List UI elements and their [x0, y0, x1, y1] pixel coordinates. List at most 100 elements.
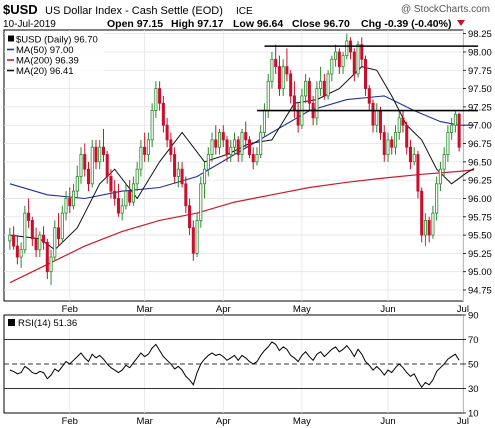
candle-body	[124, 190, 128, 207]
candle-body	[15, 245, 19, 258]
candle-body	[375, 110, 379, 126]
price-axis: 98.25 98.00 97.75 97.50 97.25 97.00 96.75 96.50…	[463, 29, 492, 297]
candle-body	[262, 110, 266, 133]
candle-body	[378, 110, 383, 133]
candle-body	[453, 113, 457, 126]
candle-body	[281, 66, 285, 89]
legend-label: MA(20) 96.41	[16, 66, 74, 77]
rsi-month-tick-label: Jul	[457, 416, 469, 427]
candle-body	[165, 124, 169, 141]
candle-body	[131, 183, 135, 203]
candle-body	[191, 227, 195, 254]
candle-body	[229, 146, 233, 155]
month-tick-label: Jun	[380, 304, 395, 315]
candle-body	[397, 117, 401, 133]
candle-body	[360, 44, 364, 60]
ohlc-item: Low 96.64	[233, 18, 283, 30]
rsi-month-tick-label: Apr	[216, 416, 231, 427]
candle-body	[19, 249, 23, 258]
rsi-tick-label: 50	[468, 360, 479, 371]
candle-body	[120, 205, 124, 214]
rsi-tick-label: 70	[468, 335, 479, 346]
candle-body	[128, 190, 132, 203]
candle-body	[274, 58, 278, 68]
candle-body	[90, 146, 94, 185]
description-label: US Dollar Index - Cash Settle (EOD)	[45, 5, 223, 17]
price-tick-label: 95.00	[468, 267, 492, 278]
candle-body	[94, 146, 98, 163]
candle-body	[173, 154, 177, 177]
candle-body	[255, 154, 259, 163]
price-tick-label: 96.00	[468, 194, 492, 205]
price-tick-label: 98.25	[468, 29, 492, 40]
month-axis: Feb Mar Apr May Jun Jul	[62, 304, 469, 315]
ma200-series	[9, 169, 475, 284]
candle-body	[158, 88, 162, 104]
candle-body	[364, 58, 368, 89]
candle-body	[304, 80, 308, 97]
rsi-legend-bg	[6, 317, 90, 328]
candle-body	[277, 66, 281, 89]
candle-body	[206, 154, 210, 170]
candle-body	[150, 110, 154, 141]
price-tick-label: 96.25	[468, 176, 492, 187]
candle-body	[27, 212, 31, 221]
candle-body	[322, 80, 326, 97]
candle-body	[79, 154, 83, 177]
candle-body	[60, 212, 64, 240]
candle-body	[247, 139, 251, 155]
price-tick-label: 96.75	[468, 139, 492, 150]
rsi-legend-label: RSI(14) 51.36	[18, 318, 77, 329]
candle-body	[184, 183, 188, 207]
candle-body	[386, 139, 390, 155]
candle-body	[345, 40, 349, 57]
candle-body	[405, 124, 409, 148]
legend-label: MA(200) 96.39	[16, 56, 79, 67]
price-tick-label: 95.25	[468, 249, 492, 260]
rsi-axis: 90 70 50 30 10	[463, 311, 479, 420]
ma50-series	[9, 95, 475, 200]
candle-body	[214, 139, 218, 148]
candle-body	[270, 58, 274, 82]
candle-body	[266, 80, 270, 111]
legend-label: $USD (Daily) 96.70	[16, 35, 98, 46]
rsi-tick-label: 90	[468, 311, 479, 322]
candle-body	[12, 234, 16, 247]
rsi-month-tick-label: Mar	[136, 416, 152, 427]
exchange-label: ICE	[236, 6, 253, 17]
candle-body	[330, 58, 334, 75]
ohlc-readout: Open 97.15 High 97.17 Low 96.64 Close 96.70…	[107, 18, 451, 30]
candle-body	[75, 176, 79, 192]
candle-body	[139, 146, 143, 170]
candle-body	[427, 220, 431, 236]
candle-body	[341, 55, 345, 68]
legend-swatch	[8, 35, 14, 42]
price-tick-label: 96.50	[468, 157, 492, 168]
candle-body	[438, 168, 442, 185]
candle-body	[236, 139, 240, 155]
price-tick-label: 98.00	[468, 47, 492, 58]
candle-body	[49, 256, 53, 273]
candle-body	[34, 238, 38, 251]
candle-body	[337, 51, 341, 68]
price-tick-label: 97.25	[468, 102, 492, 113]
candle-body	[356, 44, 360, 75]
candle-body	[446, 132, 450, 155]
candle-body	[221, 132, 225, 141]
candle-body	[352, 51, 356, 75]
ma200-line	[9, 169, 475, 284]
candle-body	[42, 234, 46, 243]
candle-body	[45, 242, 49, 273]
candle-body	[390, 139, 394, 148]
candle-body	[23, 212, 27, 251]
symbol-label: $USD	[3, 2, 38, 17]
candle-body	[292, 95, 296, 111]
candle-body	[412, 154, 416, 163]
candle-body	[319, 80, 323, 89]
ma50-line	[9, 95, 475, 200]
rsi-line	[9, 341, 460, 389]
price-tick-label: 95.50	[468, 231, 492, 242]
ohlc-item: Chg -0.39 (-0.40%)	[361, 18, 451, 30]
